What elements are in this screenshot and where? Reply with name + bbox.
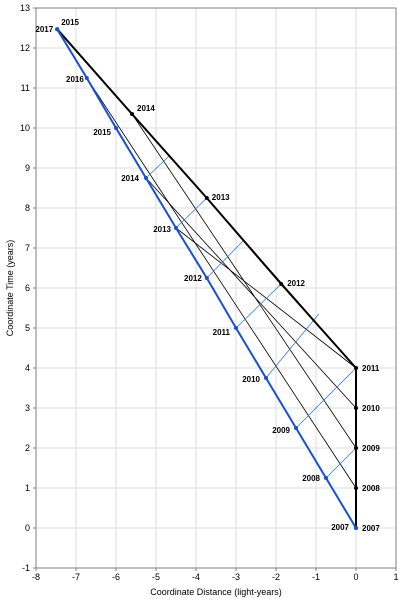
blue-event-point (114, 126, 118, 130)
y-axis-title: Coordinate Time (years) (5, 240, 15, 337)
year-label: 2012 (184, 274, 202, 283)
blue-event-point (324, 476, 328, 480)
x-tick-label: -5 (152, 572, 160, 582)
black-event-point (354, 446, 358, 450)
x-tick-label: 1 (393, 572, 398, 582)
blue-event-point (294, 426, 298, 430)
blue-event-point (204, 276, 209, 280)
year-label: 2012 (287, 279, 305, 288)
blue-link-line (145, 155, 170, 179)
y-tick-label: 11 (21, 83, 30, 93)
year-label: 2010 (362, 404, 380, 413)
year-label: 2017 (35, 25, 53, 34)
year-label: 2007 (331, 523, 349, 532)
event-points (55, 27, 358, 530)
black-link-line (86, 77, 357, 489)
x-tick-label: 0 (353, 572, 358, 582)
blue-event-point (55, 27, 60, 32)
blue-event-point (144, 176, 148, 180)
y-tick-label: 10 (20, 123, 30, 133)
x-tick-label: -3 (232, 572, 240, 582)
y-tick-label: 8 (25, 203, 30, 213)
y-tick-label: 6 (25, 283, 30, 293)
blue-link-line (235, 283, 282, 329)
x-axis-title: Coordinate Distance (light-years) (150, 587, 282, 597)
x-tick-label: -6 (112, 572, 120, 582)
black-event-point (130, 112, 134, 116)
y-tick-label: 1 (25, 483, 30, 493)
y-tick-label: -1 (22, 563, 30, 573)
black-event-point (354, 366, 358, 370)
grid (33, 7, 397, 571)
y-tick-label: 4 (25, 363, 30, 373)
y-tick-label: 2 (25, 443, 30, 453)
year-label: 2014 (137, 104, 155, 113)
x-tick-label: -4 (192, 572, 200, 582)
black-event-point (204, 196, 209, 200)
blue-link-line (175, 197, 208, 229)
year-label: 2013 (212, 193, 230, 202)
blue-event-point (174, 226, 178, 230)
year-label: 2014 (121, 174, 139, 183)
y-tick-label: 13 (20, 3, 30, 13)
year-label: 2009 (362, 444, 380, 453)
x-tick-label: -7 (72, 572, 80, 582)
year-label: 2016 (66, 75, 84, 84)
y-tick-label: 9 (25, 163, 30, 173)
year-label: 2008 (302, 474, 320, 483)
black-link-line (175, 227, 357, 369)
year-label: 2013 (153, 225, 171, 234)
y-tick-label: 0 (25, 523, 30, 533)
blue-event-point (84, 76, 89, 80)
year-label: 2008 (362, 484, 380, 493)
black-event-point (279, 282, 284, 286)
black-link-line (145, 177, 357, 409)
x-tick-label: -8 (32, 572, 40, 582)
year-label: 2011 (362, 364, 380, 373)
x-tick-label: -2 (272, 572, 280, 582)
y-tick-label: 7 (25, 243, 30, 253)
year-label: 2015 (93, 128, 111, 137)
y-tick-label: 3 (25, 403, 30, 413)
year-label: 2010 (242, 375, 260, 384)
y-tick-label: 5 (25, 323, 30, 333)
plot-frame (35, 7, 397, 569)
blue-event-point (234, 326, 238, 330)
black-event-point (354, 486, 358, 490)
y-tick-label: 12 (20, 43, 30, 53)
year-labels: 2015 2017 2016 2014 2015 2014 2013 2013 2012 2012… (35, 18, 380, 533)
year-label: 2009 (272, 426, 290, 435)
year-label: 2015 (61, 18, 79, 27)
black-event-point (354, 406, 358, 410)
blue-link-line (265, 313, 320, 379)
year-label: 2011 (213, 328, 231, 337)
x-tick-labels: -8 -7 -6 -5 -4 -3 -2 -1 0 1 (32, 572, 399, 582)
blue-link-line (325, 447, 357, 479)
blue-link-line (206, 239, 245, 279)
x-tick-label: -1 (312, 572, 320, 582)
blue-event-point (264, 376, 268, 380)
blue-link-line (295, 367, 357, 429)
blue-event-point (354, 526, 358, 530)
year-label: 2007 (362, 524, 380, 533)
